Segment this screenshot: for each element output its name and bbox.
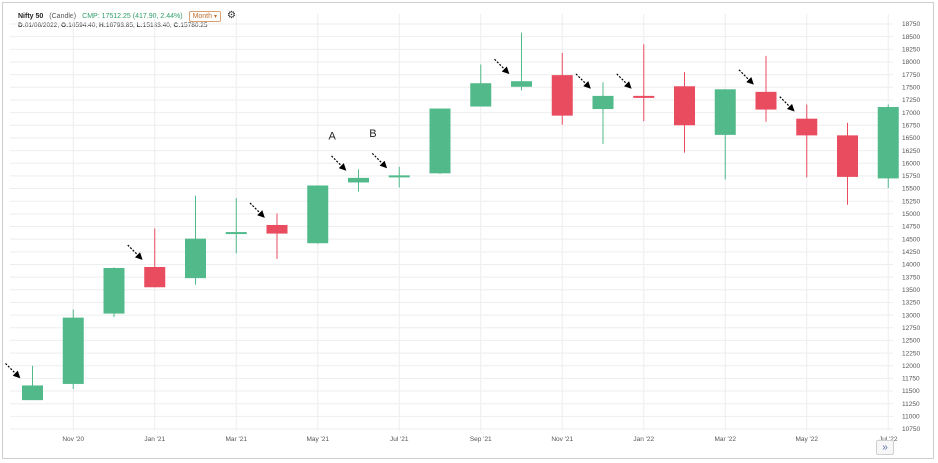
candle-body bbox=[551, 75, 573, 116]
chevron-down-icon: ▾ bbox=[214, 13, 218, 20]
y-tick-label: 12750 bbox=[902, 325, 920, 332]
period-dropdown[interactable]: Month ▾ bbox=[188, 10, 222, 22]
ohlc-high-key: H: bbox=[99, 22, 106, 29]
y-tick-label: 14750 bbox=[902, 224, 920, 231]
annotation-arrow bbox=[575, 73, 591, 89]
candle-body bbox=[144, 267, 166, 288]
x-tick-label: Mar '22 bbox=[715, 436, 737, 443]
candle-body bbox=[103, 268, 125, 314]
candle-body bbox=[429, 108, 451, 174]
x-tick-label: Jul '22 bbox=[879, 436, 898, 443]
candle-body bbox=[674, 86, 695, 126]
candle-body bbox=[62, 317, 84, 384]
ohlc-readout: D:01/06/2022, O:16594.40, H:16793.85, L:… bbox=[18, 22, 208, 29]
y-tick-label: 13750 bbox=[902, 274, 920, 281]
y-tick-label: 16000 bbox=[902, 160, 920, 167]
candle-body bbox=[470, 83, 492, 107]
ohlc-close-key: C: bbox=[173, 22, 181, 29]
double-chevron-right-icon: » bbox=[882, 441, 888, 453]
x-tick-label: May '21 bbox=[306, 436, 329, 443]
y-tick-label: 14250 bbox=[902, 249, 920, 256]
candle-body bbox=[348, 177, 369, 183]
gear-icon[interactable]: ⚙ bbox=[227, 10, 237, 21]
y-tick-label: 10750 bbox=[902, 426, 920, 433]
annotation-arrow bbox=[779, 96, 795, 112]
ohlc-open: 16594.40 bbox=[68, 22, 96, 29]
y-tick-label: 12250 bbox=[902, 350, 920, 357]
chart-header: Nifty 50 (Candle) CMP: 17512.25 (417.90,… bbox=[18, 9, 236, 23]
y-tick-label: 15750 bbox=[902, 173, 920, 180]
candle-body bbox=[592, 95, 614, 110]
y-tick-label: 12500 bbox=[902, 338, 920, 345]
scroll-latest-button[interactable]: » bbox=[876, 440, 894, 455]
candle-body bbox=[307, 185, 329, 244]
y-tick-label: 13500 bbox=[902, 287, 920, 294]
y-tick-label: 16250 bbox=[902, 148, 920, 155]
x-tick-label: Sep '21 bbox=[470, 436, 492, 443]
candle-body bbox=[633, 95, 655, 98]
y-tick-label: 11000 bbox=[902, 414, 920, 421]
candle-body bbox=[837, 135, 858, 177]
y-tick-label: 11500 bbox=[902, 388, 920, 395]
y-tick-label: 12000 bbox=[902, 363, 920, 370]
ohlc-low-key: L: bbox=[136, 22, 143, 29]
candle-body bbox=[266, 224, 288, 234]
y-tick-label: 15000 bbox=[902, 211, 920, 218]
y-tick-label: 11250 bbox=[902, 401, 920, 408]
annotation-arrow bbox=[738, 69, 754, 85]
candle-body bbox=[796, 118, 818, 136]
y-tick-label: 14500 bbox=[902, 236, 920, 243]
ohlc-low: 15183.40 bbox=[142, 22, 170, 29]
ohlc-date-key: D: bbox=[18, 22, 25, 29]
candle-body bbox=[225, 232, 247, 235]
x-tick-label: Jan '22 bbox=[633, 436, 654, 443]
ohlc-close: 15780.25 bbox=[180, 22, 208, 29]
y-tick-label: 17250 bbox=[902, 97, 920, 104]
candle-body bbox=[22, 385, 43, 401]
annotation-arrow bbox=[494, 58, 510, 75]
x-tick-label: Nov '21 bbox=[551, 436, 573, 443]
y-tick-label: 16500 bbox=[902, 135, 920, 142]
y-tick-label: 17500 bbox=[902, 84, 920, 91]
y-tick-label: 11750 bbox=[902, 376, 920, 383]
annotation-arrow bbox=[249, 202, 265, 218]
x-tick-label: May '22 bbox=[795, 436, 818, 443]
x-tick-label: Nov '20 bbox=[62, 436, 84, 443]
annotation-label: B bbox=[369, 128, 376, 140]
y-tick-label: 18000 bbox=[902, 59, 920, 66]
y-tick-label: 15500 bbox=[902, 186, 920, 193]
candle-body bbox=[511, 81, 532, 87]
y-tick-label: 18250 bbox=[902, 47, 920, 54]
symbol-label[interactable]: Nifty 50 bbox=[18, 12, 44, 20]
y-tick-label: 18750 bbox=[902, 21, 920, 28]
y-tick-label: 13000 bbox=[902, 312, 920, 319]
y-tick-label: 18500 bbox=[902, 34, 920, 41]
annotation-label: A bbox=[329, 130, 337, 142]
ohlc-date: 01/06/2022 bbox=[24, 22, 58, 29]
candle-body bbox=[755, 91, 777, 110]
y-tick-label: 17750 bbox=[902, 72, 920, 79]
y-tick-label: 16750 bbox=[902, 122, 920, 129]
period-dropdown-value: Month bbox=[192, 12, 213, 20]
y-tick-label: 17000 bbox=[902, 110, 920, 117]
ohlc-high: 16793.85 bbox=[105, 22, 133, 29]
y-tick-label: 13250 bbox=[902, 300, 920, 307]
ohlc-open-key: O: bbox=[61, 22, 69, 29]
cmp-label: CMP: 17512.25 (417.90, 2.44%) bbox=[82, 12, 183, 20]
candle-body bbox=[185, 238, 206, 279]
candle-body bbox=[714, 89, 736, 135]
candle-body bbox=[388, 175, 410, 178]
x-tick-label: Jul '21 bbox=[390, 436, 409, 443]
chart-type-label: (Candle) bbox=[49, 12, 77, 20]
x-tick-label: Mar '21 bbox=[226, 436, 248, 443]
candle-body bbox=[877, 107, 899, 179]
y-tick-label: 14000 bbox=[902, 262, 920, 269]
y-tick-label: 15250 bbox=[902, 198, 920, 205]
annotation-arrow bbox=[371, 152, 388, 169]
x-tick-label: Jan '21 bbox=[144, 436, 165, 443]
annotation-arrow bbox=[616, 73, 632, 89]
